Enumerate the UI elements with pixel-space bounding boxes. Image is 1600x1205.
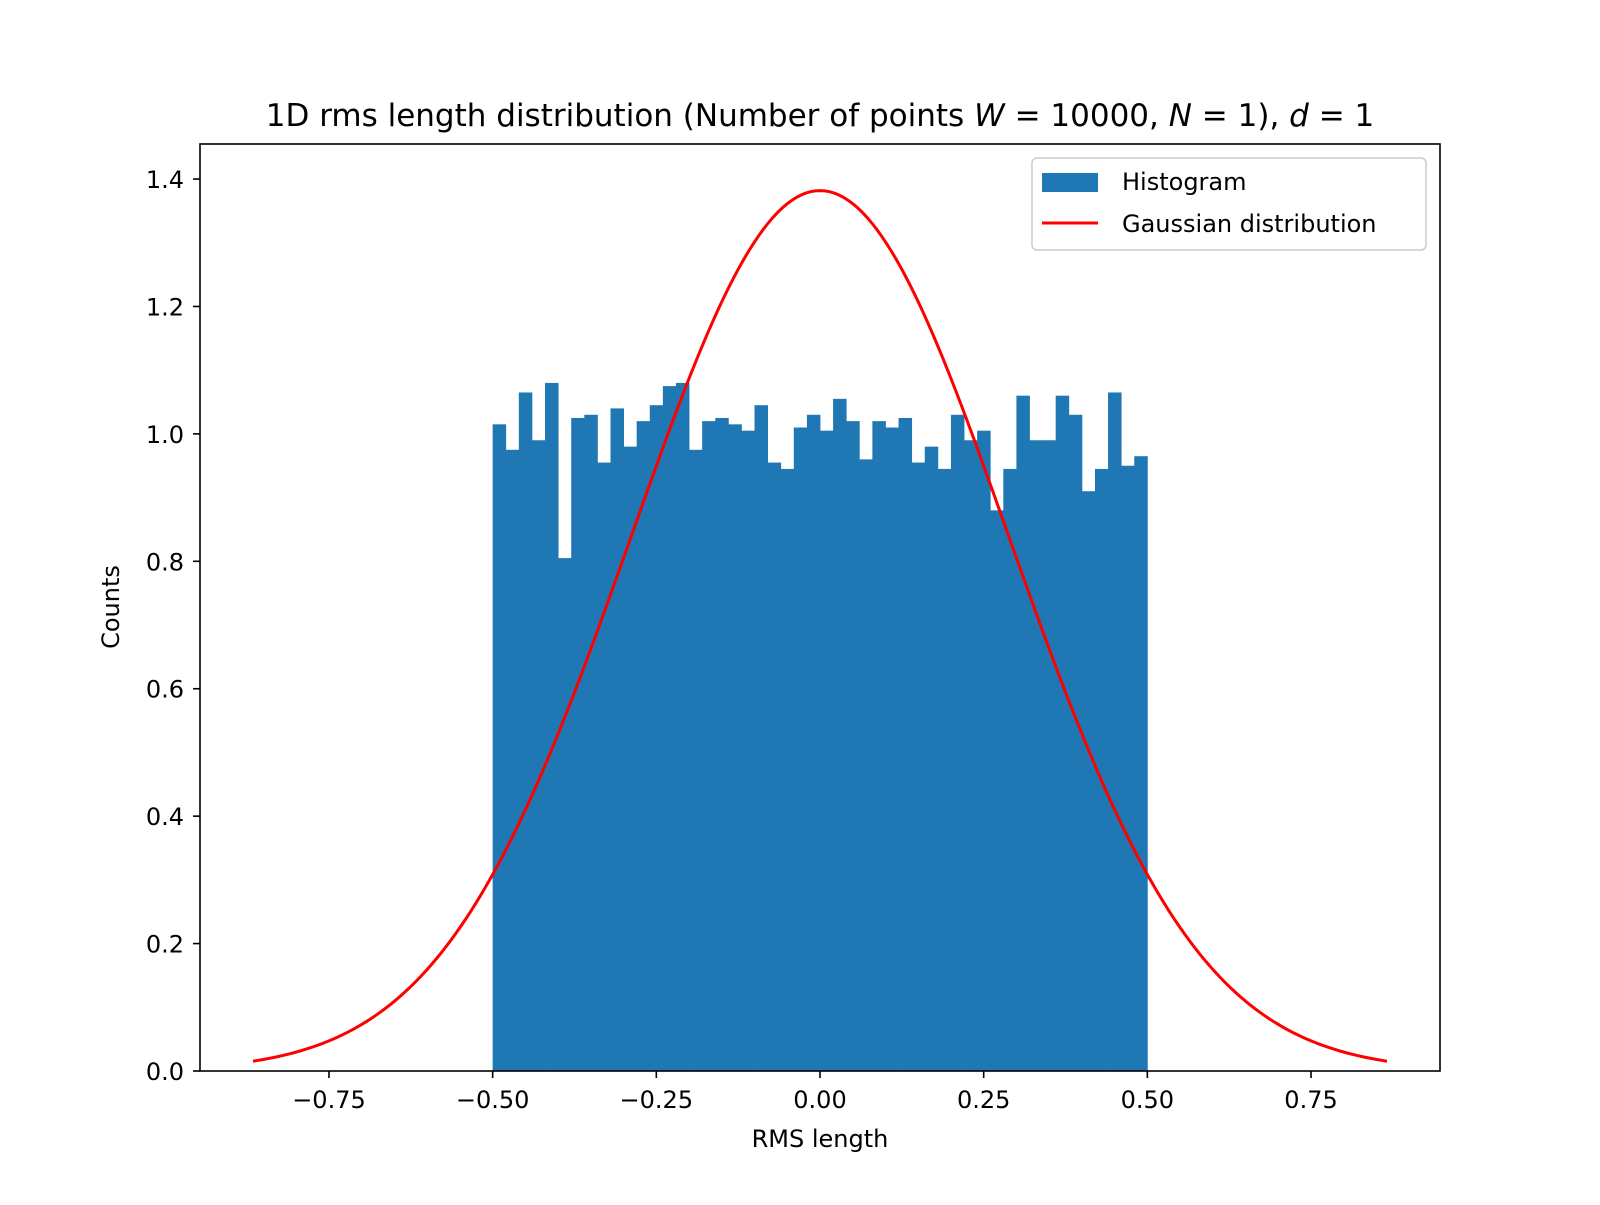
histogram-bar — [924, 446, 939, 1071]
chart-title: 1D rms length distribution (Number of po… — [266, 98, 1375, 134]
histogram-bar — [623, 446, 638, 1071]
histogram-bar — [833, 398, 847, 1072]
histogram-bar — [911, 462, 926, 1071]
histogram-bar — [636, 421, 651, 1071]
histogram-bar — [505, 449, 520, 1071]
histogram-bars — [492, 382, 1148, 1072]
histogram-bar — [571, 417, 585, 1072]
y-tick-label: 1.4 — [146, 166, 184, 194]
x-tick-label: 0.00 — [793, 1086, 846, 1114]
y-tick-label: 1.0 — [146, 421, 184, 449]
histogram-bar — [767, 462, 782, 1071]
histogram-bar — [675, 382, 690, 1071]
histogram-bar — [1108, 392, 1122, 1072]
histogram-bar — [964, 440, 978, 1071]
histogram-bar — [702, 421, 716, 1071]
histogram-bar — [885, 427, 899, 1071]
gaussian-curve — [252, 189, 1388, 1063]
histogram-bar — [977, 430, 991, 1071]
y-tick-label: 0.6 — [146, 676, 184, 704]
histogram-bar — [754, 405, 769, 1072]
histogram-bar — [741, 430, 755, 1071]
histogram-bar — [950, 414, 965, 1071]
histogram-bar — [1081, 491, 1096, 1072]
histogram-bar — [531, 440, 546, 1071]
legend-gaussian-label: Gaussian distribution — [1122, 210, 1377, 238]
y-tick-label: 0.2 — [146, 931, 184, 959]
histogram-bar — [492, 424, 507, 1072]
legend: Histogram Gaussian distribution — [1031, 157, 1427, 251]
histogram-bar — [584, 414, 598, 1071]
histogram-bar — [1094, 468, 1109, 1071]
x-tick-label: −0.50 — [456, 1086, 530, 1114]
histogram-bar — [806, 414, 821, 1071]
y-axis-label: Counts — [97, 565, 125, 649]
histogram-bar — [1068, 414, 1083, 1071]
histogram-bar — [649, 405, 664, 1072]
x-tick-label: 0.50 — [1121, 1086, 1174, 1114]
histogram-bar — [872, 421, 886, 1071]
histogram-bar — [1029, 440, 1043, 1071]
histogram-bar — [558, 558, 572, 1071]
y-tick-label: 0.8 — [146, 548, 184, 576]
histogram-bar — [1134, 456, 1148, 1071]
histogram-bar — [937, 468, 952, 1071]
histogram-bar — [597, 462, 611, 1071]
x-tick-label: 0.75 — [1284, 1086, 1337, 1114]
histogram-bar — [662, 386, 677, 1072]
y-tick-label: 0.4 — [146, 803, 184, 831]
y-tick-label: 1.2 — [146, 293, 184, 321]
histogram-bar — [610, 408, 624, 1071]
histogram-bar — [689, 449, 703, 1071]
histogram-bar — [1042, 440, 1057, 1071]
histogram-bar — [1003, 468, 1017, 1071]
histogram-bar — [898, 417, 913, 1072]
histogram-bar — [545, 382, 559, 1071]
x-axis-label: RMS length — [752, 1125, 889, 1153]
x-tick-label: −0.25 — [620, 1086, 694, 1114]
legend-frame — [1031, 157, 1427, 251]
histogram-bar — [859, 459, 873, 1071]
x-tick-label: −0.75 — [292, 1086, 366, 1114]
histogram-bar — [990, 510, 1004, 1072]
y-axis: 0.0 0.2 0.4 0.6 0.8 1.0 1.2 1.4 — [146, 166, 200, 1086]
legend-histogram-swatch — [1042, 173, 1098, 192]
histogram-bar — [820, 430, 834, 1071]
gaussian-curve-layer — [252, 189, 1388, 1063]
y-tick-label: 0.0 — [146, 1058, 184, 1086]
histogram-bar — [1055, 395, 1070, 1071]
legend-histogram-label: Histogram — [1122, 168, 1247, 196]
histogram-bar — [1121, 465, 1135, 1071]
histogram-bar — [846, 421, 860, 1071]
histogram-bar — [715, 417, 729, 1072]
x-axis: −0.75 −0.50 −0.25 0.00 0.25 0.50 0.75 — [292, 1071, 1338, 1114]
histogram-bar — [793, 427, 808, 1071]
histogram-bar — [518, 392, 533, 1072]
histogram-bar — [780, 468, 795, 1071]
histogram-bar — [728, 424, 742, 1072]
histogram-bar — [1016, 395, 1030, 1071]
x-tick-label: 0.25 — [957, 1086, 1010, 1114]
